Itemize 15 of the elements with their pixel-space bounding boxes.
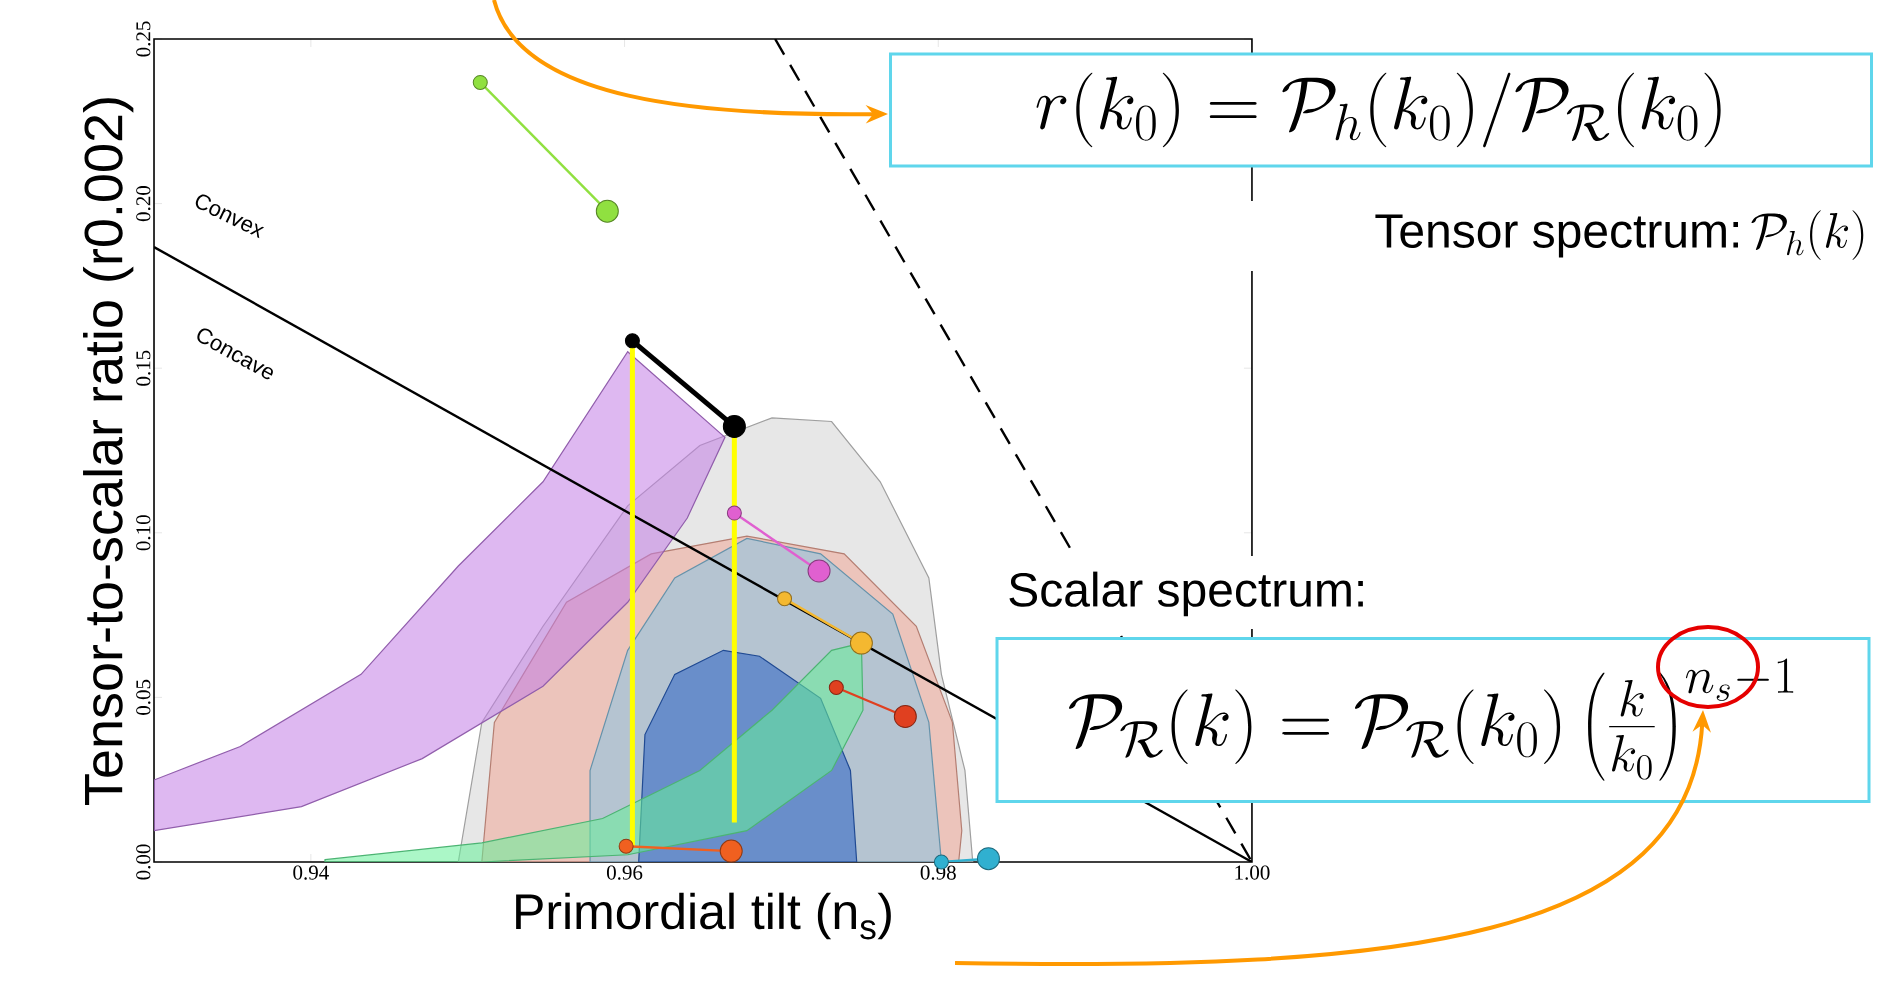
- y-tick-label: 0.25: [136, 21, 151, 57]
- x-axis-title: Primordial tilt (n$_{s}$): [516, 892, 891, 940]
- y-tick-label: 0.10: [136, 515, 151, 551]
- y-tick-label: 0.00: [136, 844, 151, 880]
- y-tick-label: 0.20: [136, 186, 151, 222]
- y-axis-title: Tensor-to-scalar ratio (r0.002): [83, 98, 134, 805]
- x-tick-label: 0.94: [293, 865, 329, 880]
- text: Tensor spectrum:: [1375, 214, 1738, 258]
- text: $\mathcal{P}_h(k)$: [1751, 210, 1864, 260]
- x-tick-label: 1.00: [1235, 865, 1270, 880]
- x-tick-label: 0.96: [606, 865, 643, 880]
- y-tick-label: 0.05: [136, 679, 151, 715]
- annotation: $r(k_0) = \mathcal{P}_h(k_0)/\mathcal{P}_\mathcal{R}(k_0)$: [1036, 72, 1721, 148]
- annotation: Scalar spectrum:: [1009, 571, 1363, 617]
- y-tick-label: 0.15: [136, 350, 151, 386]
